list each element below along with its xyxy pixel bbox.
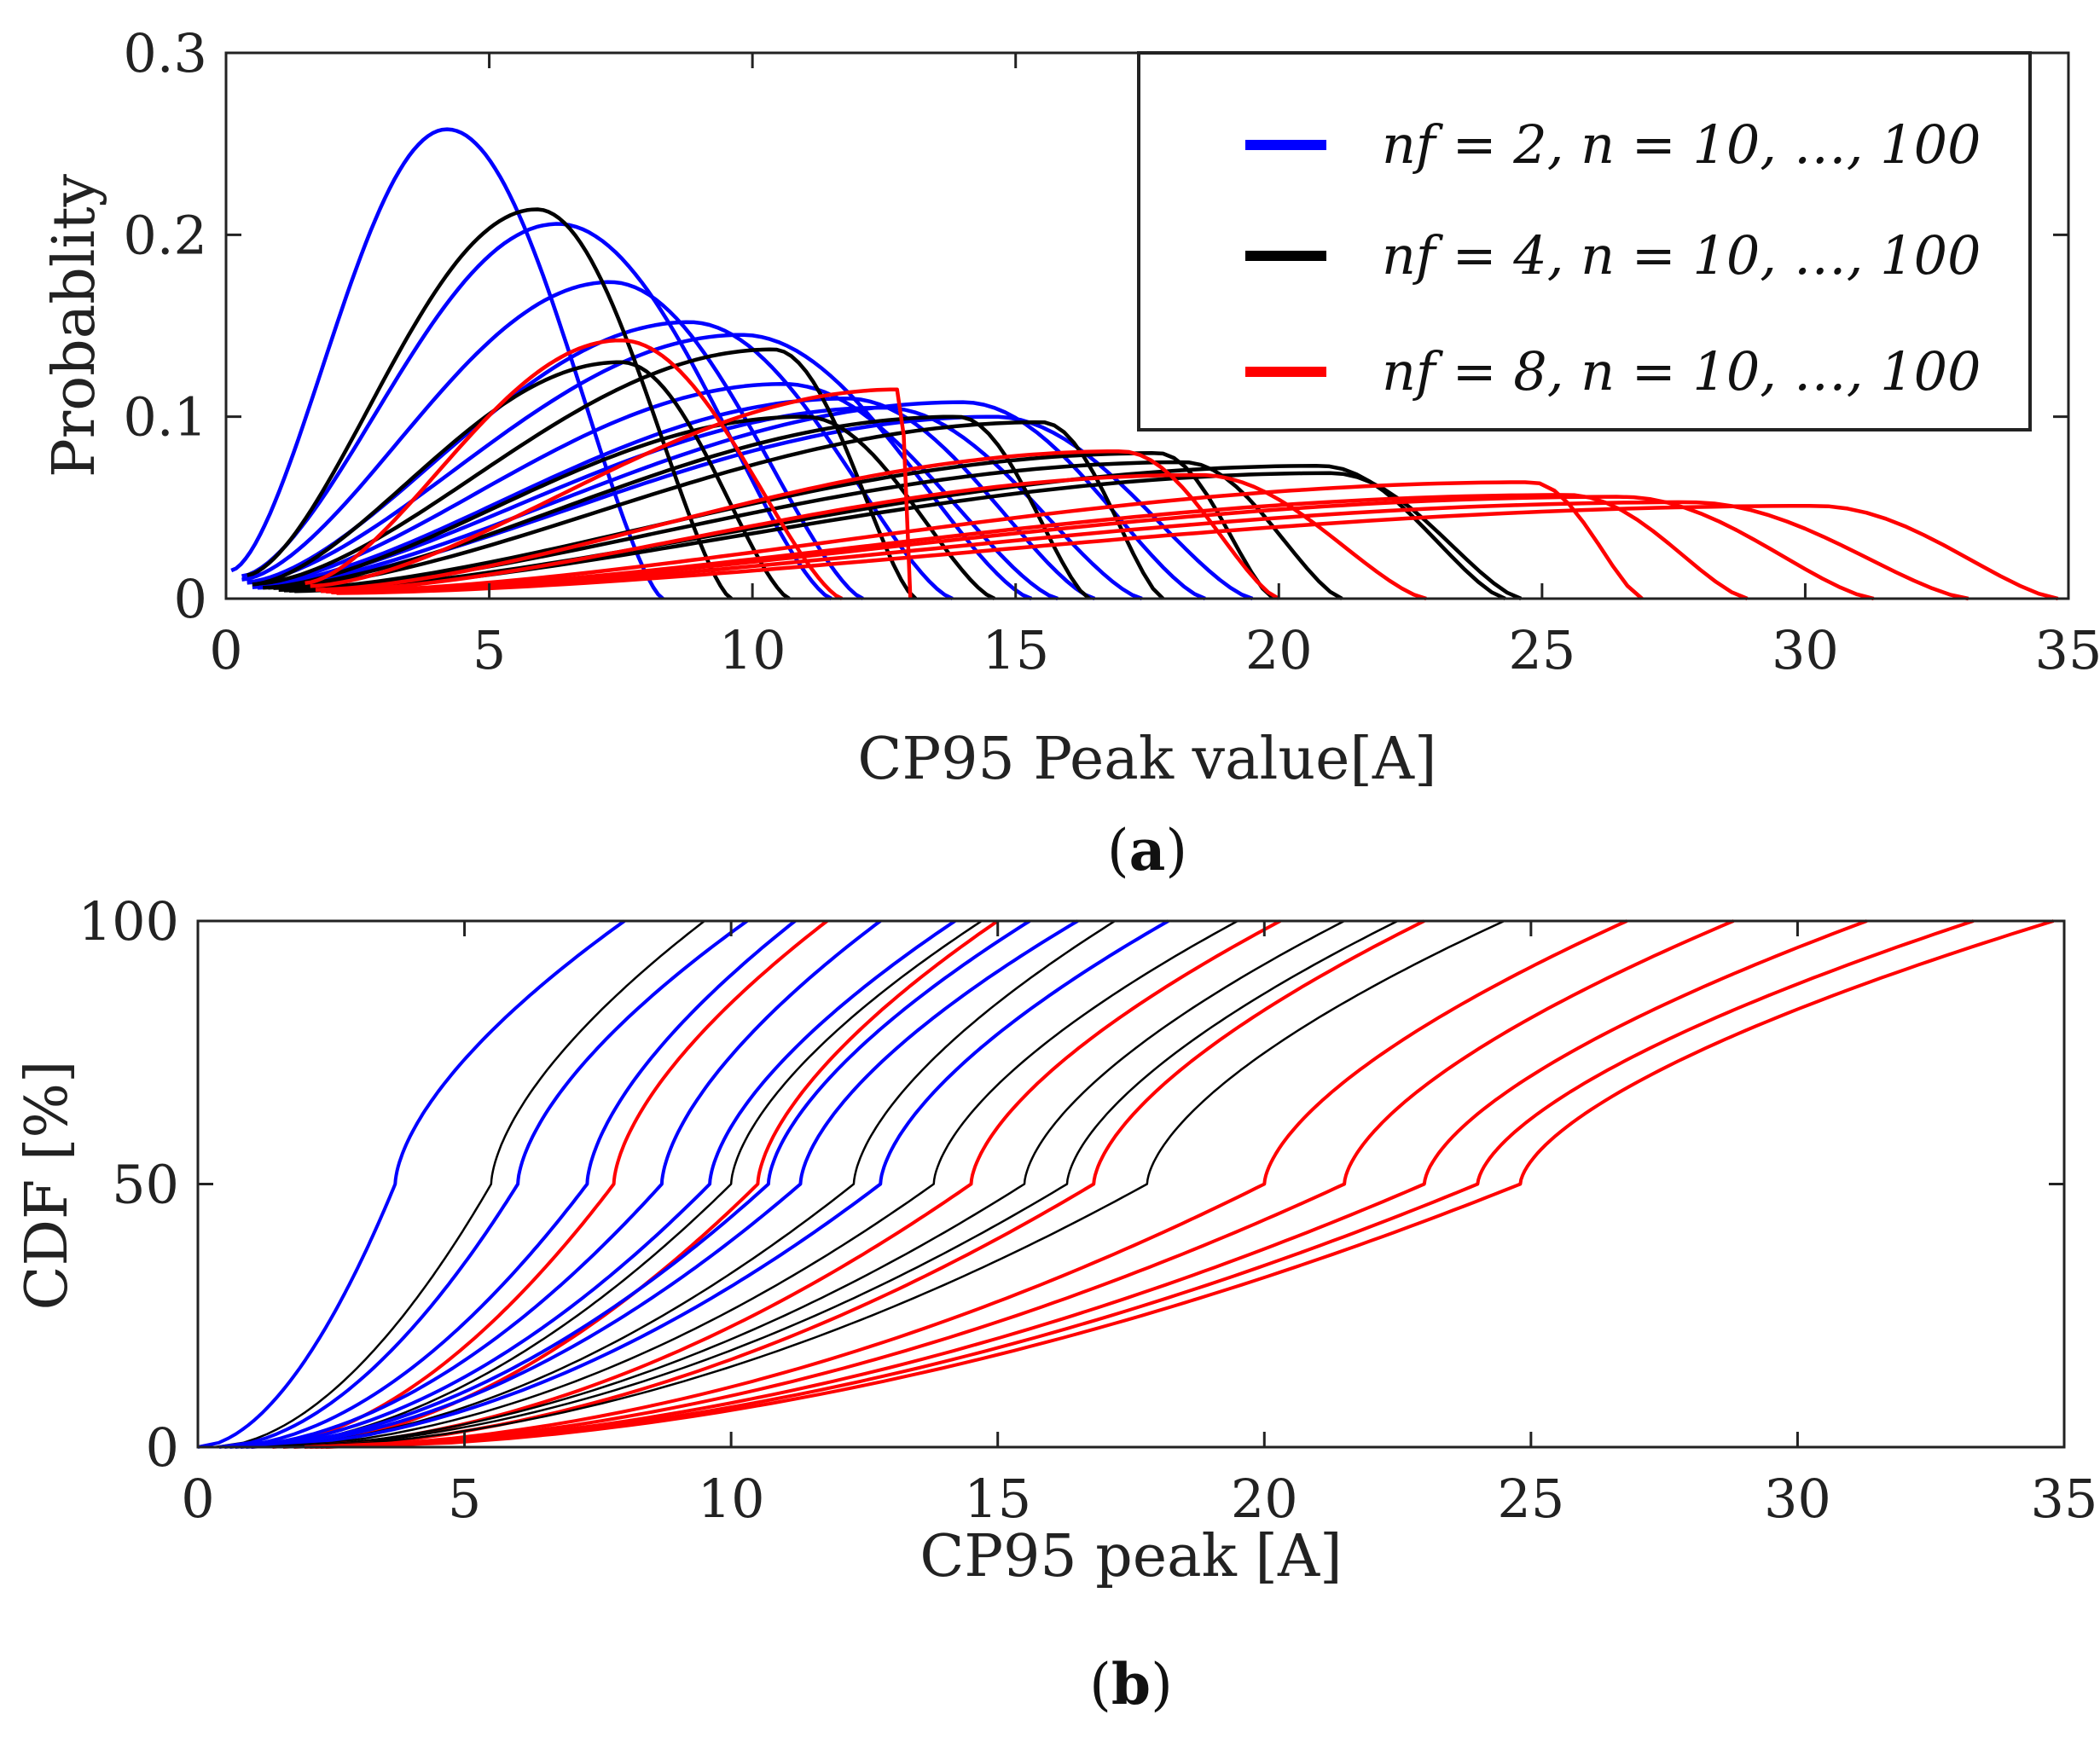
panel-b-series-line bbox=[310, 919, 1735, 1449]
panel-b-xtick-label: 25 bbox=[1497, 1468, 1564, 1530]
panel-a-series-group bbox=[230, 127, 2059, 601]
panel-a-series-line bbox=[331, 495, 1875, 601]
panel-b-series-line bbox=[229, 919, 882, 1449]
panel-a-xtick-label: 15 bbox=[982, 619, 1049, 681]
panel-a-xtick-label: 35 bbox=[2035, 619, 2100, 681]
panel-a-xtick-label: 5 bbox=[473, 619, 506, 681]
panel-b-xtick-label: 30 bbox=[1764, 1468, 1831, 1530]
panel-a-series-line bbox=[289, 464, 1506, 601]
panel-a-series-line bbox=[252, 360, 791, 600]
panel-b-series-group bbox=[197, 919, 2055, 1449]
panel-a-series-line bbox=[230, 127, 664, 600]
panel-a-ytick-label: 0.1 bbox=[123, 386, 207, 449]
panel-a-series-line bbox=[247, 207, 733, 600]
panel-a-series-line bbox=[263, 414, 996, 600]
panel-a-series-line bbox=[321, 472, 1427, 601]
caption-a-open: ( bbox=[1107, 818, 1129, 883]
panel-a-xtick-label: 0 bbox=[209, 619, 242, 681]
panel-b-series-line bbox=[246, 919, 983, 1449]
panel-b-series-line bbox=[272, 919, 1399, 1449]
panel-a-series-line bbox=[315, 449, 1280, 600]
panel-a-series-line bbox=[247, 333, 1033, 601]
caption-b-open: ( bbox=[1089, 1652, 1111, 1717]
panel-b-series-line bbox=[240, 919, 1031, 1449]
panel-b-series-line bbox=[325, 919, 2055, 1449]
panel-b-series-line bbox=[224, 919, 797, 1449]
panel-a-xtick-label: 10 bbox=[719, 619, 786, 681]
panel-b-series-line bbox=[304, 919, 1628, 1449]
panel-b-series-line bbox=[261, 919, 1239, 1449]
caption-a: (a) bbox=[1107, 817, 1187, 883]
panel-b-series-line bbox=[246, 919, 1079, 1449]
legend-label-nf2: nf = 2, n = 10, …, 100 bbox=[1382, 113, 1981, 176]
panel-b-series-line bbox=[251, 919, 828, 1449]
panel-a-ytick-label: 0.3 bbox=[123, 22, 207, 84]
panel-b-series-line bbox=[277, 919, 1505, 1449]
panel-b-xtick-label: 15 bbox=[964, 1468, 1031, 1530]
panel-b-series-line bbox=[251, 919, 1169, 1449]
panel-a-ytick-label: 0 bbox=[174, 568, 207, 630]
panel-b-series-line bbox=[293, 919, 1425, 1449]
caption-b-close: ) bbox=[1151, 1652, 1173, 1717]
panel-a-xlabel: CP95 Peak value[A] bbox=[857, 726, 1436, 793]
panel-b-ylabel: CDF [%] bbox=[14, 1060, 81, 1310]
panel-a-ytick-label: 0.2 bbox=[123, 204, 207, 266]
panel-b-series-line bbox=[320, 919, 1975, 1449]
panel-b-ticks: 0 5 10 15 20 25 30 35 0 50 100 bbox=[78, 890, 2098, 1530]
panel-a-series-line bbox=[305, 338, 844, 601]
panel-b-xtick-label: 5 bbox=[448, 1468, 481, 1530]
caption-a-close: ) bbox=[1165, 818, 1187, 883]
panel-b-series-line bbox=[235, 919, 956, 1449]
panel-b-series-line bbox=[315, 919, 1868, 1449]
panel-a-xtick-label: 25 bbox=[1508, 619, 1575, 681]
panel-b-xtick-label: 10 bbox=[698, 1468, 765, 1530]
panel-b-series-line bbox=[197, 919, 626, 1449]
panel-b-series-line bbox=[213, 920, 705, 1449]
panel-b-series-line bbox=[282, 919, 1281, 1449]
panel-b-series-line bbox=[251, 919, 1116, 1449]
panel-b-ytick-label: 100 bbox=[78, 890, 179, 953]
panel-a-probability-chart: 0 5 10 15 20 25 30 35 0 0.1 0.2 0.3 CP95 Peak value… bbox=[41, 22, 2100, 883]
panel-a-ticks: 0 5 10 15 20 25 30 35 0 0.1 0.2 0.3 bbox=[123, 22, 2100, 681]
panel-b-xlabel: CP95 peak [A] bbox=[919, 1523, 1342, 1590]
panel-a-xtick-label: 20 bbox=[1245, 619, 1313, 681]
panel-a-ylabel: Probablity bbox=[41, 173, 108, 478]
panel-b-ytick-label: 50 bbox=[112, 1154, 179, 1216]
panel-b-xtick-label: 0 bbox=[181, 1468, 214, 1530]
caption-b: (b) bbox=[1089, 1651, 1173, 1717]
panel-b-cdf-chart: 0 5 10 15 20 25 30 35 0 50 100 CP95 peak [A] CDF [… bbox=[14, 890, 2097, 1717]
panel-b-series-line bbox=[267, 919, 1345, 1449]
panel-a-series-line bbox=[252, 382, 1059, 601]
legend-label-nf8: nf = 8, n = 10, …, 100 bbox=[1382, 340, 1981, 403]
legend-label-nf4: nf = 4, n = 10, …, 100 bbox=[1382, 224, 1981, 287]
panel-a-series-line bbox=[326, 480, 1644, 600]
panel-a-series-line bbox=[273, 420, 1165, 600]
panel-a-xtick-label: 30 bbox=[1772, 619, 1839, 681]
panel-a-series-line bbox=[268, 414, 1091, 600]
panel-a-legend: nf = 2, n = 10, …, 100 nf = 4, n = 10, …… bbox=[1137, 51, 2032, 431]
panel-b-xtick-label: 20 bbox=[1231, 1468, 1298, 1530]
panel-a-series-line bbox=[336, 503, 2059, 601]
panel-b-xtick-label: 35 bbox=[2031, 1468, 2098, 1530]
panel-a-series-line bbox=[310, 387, 913, 599]
panel-b-series-line bbox=[272, 919, 999, 1449]
panel-b-ytick-label: 0 bbox=[146, 1416, 179, 1479]
panel-b-series-line bbox=[218, 919, 749, 1449]
caption-b-letter: b bbox=[1111, 1651, 1151, 1717]
panel-a-series-line bbox=[336, 500, 1969, 601]
caption-a-letter: a bbox=[1129, 817, 1166, 883]
panel-a-series-line bbox=[252, 397, 1096, 601]
panel-a-series-line bbox=[278, 451, 1275, 600]
